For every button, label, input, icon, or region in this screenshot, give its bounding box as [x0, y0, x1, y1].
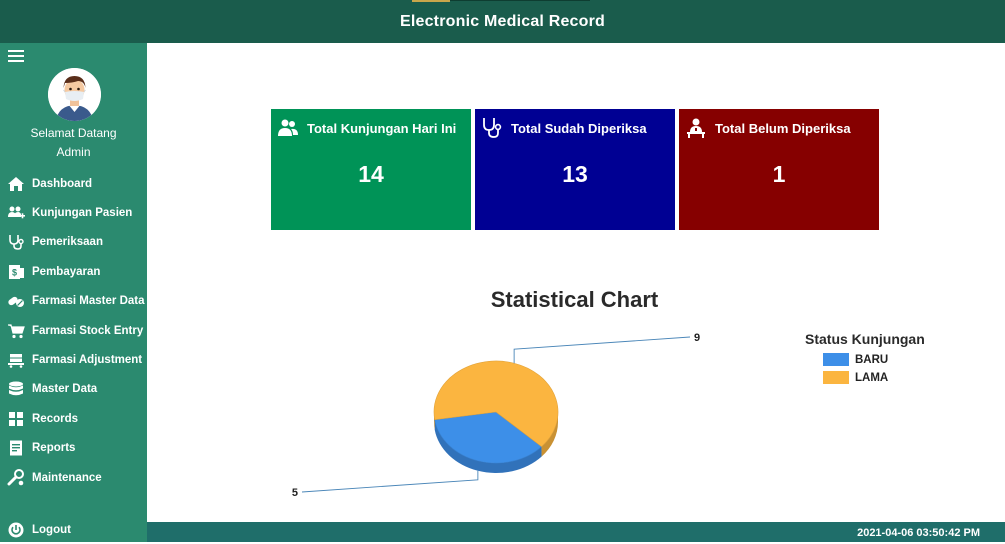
header-accent: [412, 0, 450, 2]
pills-icon: [7, 292, 25, 310]
card-value: 1: [772, 161, 786, 187]
tools-icon: [7, 468, 25, 487]
power-icon: [7, 521, 25, 539]
user-name: Admin: [56, 145, 91, 159]
sidebar-item-dashboard[interactable]: Dashboard: [0, 169, 147, 198]
pie-data-label: 9: [694, 332, 700, 344]
user-friends-icon: [277, 117, 299, 139]
logout-label: Logout: [32, 523, 71, 536]
sidebar-item-label: Dashboard: [32, 177, 93, 190]
legend-item-baru[interactable]: BARU: [823, 353, 888, 366]
legend-swatch: [823, 371, 849, 384]
pie-leader-line: [513, 336, 691, 364]
card-total-kunjungan[interactable]: Total Kunjungan Hari Ini 14: [271, 109, 471, 230]
sidebar-nav: Dashboard Kunjungan Pasien Pemeriksaan $…: [0, 169, 147, 492]
legend-label: BARU: [855, 353, 889, 366]
sidebar-item-kunjungan-pasien[interactable]: Kunjungan Pasien: [0, 198, 147, 227]
invoice-dollar-icon: $: [7, 263, 25, 281]
menu-toggle-icon[interactable]: [8, 50, 24, 62]
sidebar-item-label: Farmasi Stock Entry: [32, 324, 144, 337]
card-title: Total Belum Diperiksa: [715, 120, 851, 136]
pie-slice-side: [434, 412, 435, 430]
legend-item-lama[interactable]: LAMA: [823, 371, 888, 384]
legend-title: Status Kunjungan: [805, 331, 925, 347]
pie-slice-side: [541, 412, 558, 457]
app-header: Electronic Medical Record: [0, 0, 1005, 43]
sidebar-item-label: Master Data: [32, 383, 98, 396]
sidebar-item-farmasi-master-data[interactable]: Farmasi Master Data: [0, 287, 147, 316]
card-total-belum-diperiksa[interactable]: Total Belum Diperiksa 1: [679, 109, 879, 230]
sidebar-item-pemeriksaan[interactable]: Pemeriksaan: [0, 228, 147, 257]
users-add-icon: [7, 204, 25, 222]
sidebar-item-label: Reports: [32, 442, 76, 455]
legend-swatch: [823, 353, 849, 366]
chart-title: Statistical Chart: [490, 287, 659, 312]
sidebar-item-master-data[interactable]: Master Data: [0, 375, 147, 404]
timestamp: 2021-04-06 03:50:42 PM: [857, 527, 980, 539]
pie-slice-baru[interactable]: [434, 411, 543, 464]
sidebar-item-pembayaran[interactable]: $ Pembayaran: [0, 257, 147, 286]
stethoscope-icon: [481, 117, 503, 139]
card-title: Total Sudah Diperiksa: [511, 120, 647, 136]
pie-slice-side: [434, 419, 542, 474]
sidebar-item-label: Maintenance: [32, 471, 102, 484]
sidebar-item-label: Records: [32, 412, 79, 425]
avatar: [48, 68, 101, 121]
card-title: Total Kunjungan Hari Ini: [307, 120, 457, 136]
file-report-icon: [7, 439, 25, 457]
status-footer: 2021-04-06 03:50:42 PM: [147, 522, 1005, 542]
card-total-sudah-diperiksa[interactable]: Total Sudah Diperiksa 13: [475, 109, 675, 230]
svg-text:$: $: [12, 267, 17, 277]
header-accent-line: [450, 0, 590, 1]
sidebar-item-reports[interactable]: Reports: [0, 434, 147, 463]
app-title: Electronic Medical Record: [399, 12, 606, 30]
home-icon: [7, 175, 25, 193]
dolly-icon: [7, 351, 25, 369]
pie-data-label: 5: [292, 487, 298, 499]
cart-icon: [7, 322, 25, 340]
sidebar: Selamat Datang Admin Dashboard Kunjungan…: [0, 43, 147, 542]
hospital-user-icon: [685, 117, 707, 139]
logout-button[interactable]: Logout: [0, 515, 71, 544]
stethoscope-icon: [7, 233, 25, 251]
th-large-icon: [7, 410, 25, 428]
sidebar-item-records[interactable]: Records: [0, 404, 147, 433]
sidebar-item-label: Pemeriksaan: [32, 236, 103, 249]
pie-leader-line: [301, 470, 479, 493]
sidebar-item-maintenance[interactable]: Maintenance: [0, 463, 147, 492]
card-value: 13: [562, 161, 588, 187]
welcome-text: Selamat Datang: [30, 126, 117, 140]
database-icon: [7, 380, 25, 398]
pie-slice-lama[interactable]: [433, 360, 559, 447]
card-value: 14: [358, 161, 384, 187]
sidebar-item-label: Kunjungan Pasien: [32, 207, 133, 220]
sidebar-item-farmasi-stock-entry[interactable]: Farmasi Stock Entry: [0, 316, 147, 345]
sidebar-item-label: Farmasi Adjustment: [32, 354, 143, 367]
sidebar-item-label: Pembayaran: [32, 265, 101, 278]
legend-label: LAMA: [855, 371, 889, 384]
sidebar-item-farmasi-adjustment[interactable]: Farmasi Adjustment: [0, 345, 147, 374]
sidebar-item-label: Farmasi Master Data: [32, 295, 145, 308]
